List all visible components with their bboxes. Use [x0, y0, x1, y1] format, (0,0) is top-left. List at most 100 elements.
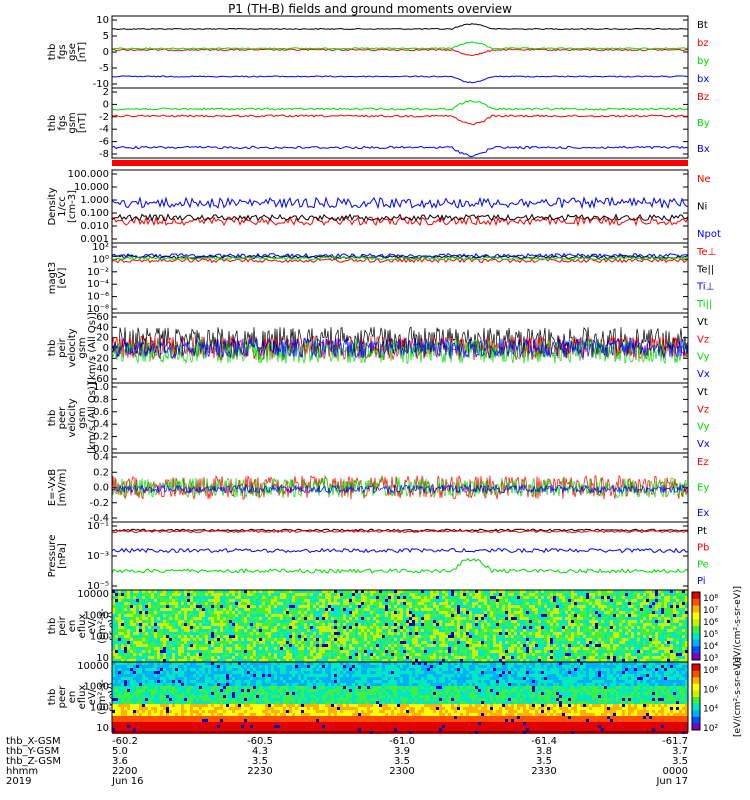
- y-label-line: peer: [57, 406, 68, 430]
- series-line-Ey: [111, 477, 689, 499]
- colorbar-tick-label: 10⁸: [703, 594, 718, 604]
- y-label-line: thb: [47, 410, 58, 427]
- x-axis-value: 3.6: [112, 756, 128, 767]
- y-tick-label: -40: [93, 364, 109, 375]
- x-axis-row-label: hhmm: [6, 766, 38, 777]
- y-label-line: thb: [47, 44, 58, 61]
- series-line-Bz: [111, 114, 689, 126]
- y-tick-label: 10⁻²: [87, 267, 109, 278]
- y-tick-label: 10: [96, 723, 109, 734]
- y-label-line: [km/s (All Qs)]: [87, 382, 98, 454]
- legend-entry: bz: [697, 38, 709, 49]
- colorbar-tick-label: 10⁸: [703, 666, 718, 676]
- series-line-Pe: [111, 557, 689, 574]
- y-tick-label: 0: [103, 47, 109, 58]
- y-tick-label: 0.001: [80, 234, 109, 245]
- x-axis-value: 3.5: [536, 756, 552, 767]
- y-label-line: 1/cc: [57, 196, 68, 217]
- x-axis-row-label: thb_Z-GSM: [6, 756, 61, 767]
- series-line-Ni: [111, 213, 689, 222]
- x-axis-value: 2300: [389, 766, 414, 777]
- legend-entry: By: [697, 118, 710, 129]
- x-axis-value: 3.5: [252, 756, 268, 767]
- y-label-line: eV/: [87, 688, 98, 705]
- y-tick-label: -0.2: [89, 498, 109, 509]
- x-axis-value: -61.4: [531, 736, 557, 747]
- legend-entry: Vt: [697, 387, 708, 398]
- legend-entry: Vx: [697, 369, 710, 380]
- y-label-line: eV/: [87, 617, 98, 634]
- panel-peer-eflux: thbpeerenefluxeV/(cm²-s-sr-eV)1000010001…: [47, 657, 743, 737]
- y-tick-label: -2: [99, 112, 109, 123]
- y-tick-label: -10: [93, 79, 109, 90]
- legend-entry: Npot: [697, 229, 721, 240]
- y-tick-label: 10: [96, 653, 109, 664]
- y-tick-label: 0.2: [93, 432, 109, 443]
- y-tick-label: -0.4: [89, 513, 109, 524]
- y-tick-label: 10²: [92, 242, 109, 253]
- legend-entry: Ey: [697, 483, 709, 494]
- series-line-Vx: [111, 336, 689, 360]
- series-line-Ti||: [111, 256, 689, 261]
- series-line-bz: [111, 48, 689, 57]
- y-label-line: Pressure: [47, 535, 58, 578]
- legend-entry: Vz: [697, 334, 709, 345]
- y-label-line: thb: [47, 115, 58, 132]
- y-tick-label: 10.000: [74, 182, 109, 193]
- y-tick-label: 60: [96, 312, 109, 323]
- colorbar: 10⁸ 10⁷ 10⁶ 10⁵ 10⁴ 10³ [eV/(cm²-s-sr-eV)]: [691, 586, 743, 666]
- y-tick-label: 0.6: [93, 407, 109, 418]
- y-tick-label: -5: [99, 63, 109, 74]
- y-tick-label: 40: [96, 322, 109, 333]
- y-label-line: gsm: [67, 112, 78, 133]
- series-line-by: [111, 41, 689, 50]
- x-axis-row-label: 2019: [6, 776, 31, 787]
- y-label-line: peir: [57, 615, 68, 635]
- legend-entry: Ez: [697, 457, 709, 468]
- x-axis-value: 0000: [663, 766, 688, 777]
- panel-fgs-gsm: thb fgs gsm [nT] 20 -2-4 -6-8 Bz By Bx: [47, 87, 710, 160]
- y-label-line: gse: [67, 43, 78, 61]
- legend-entry: Vy: [697, 422, 710, 433]
- y-label-line: velocity: [67, 328, 78, 367]
- series-line-Pb: [111, 529, 689, 534]
- y-tick-label: -8: [99, 149, 109, 160]
- series-line-Bx: [111, 145, 689, 158]
- y-tick-label: 0.0: [93, 444, 109, 455]
- y-tick-label: 0.4: [93, 452, 109, 463]
- colorbar-tick-label: 10⁷: [703, 606, 718, 616]
- legend-entry: Vt: [697, 317, 708, 328]
- legend-entry: Ti||: [696, 299, 712, 310]
- x-axis-row-label: thb_X-GSM: [6, 736, 61, 747]
- series-line-Ti⊥: [111, 252, 689, 259]
- y-label-line: [nT]: [77, 113, 88, 133]
- y-tick-label: 10000: [77, 661, 109, 672]
- colorbar-label: [eV/(cm²-s-sr-eV)]: [733, 586, 743, 666]
- y-tick-label: 0: [103, 343, 109, 354]
- series-line-Bt: [111, 23, 689, 31]
- y-tick-label: 0.0: [93, 483, 109, 494]
- panel-peer-velocity: thb peer velocity gsm [km/s (All Qs)]1.00.8 0…: [47, 382, 710, 455]
- legend-entry: Ni: [697, 202, 707, 213]
- legend-entry: Ti⊥: [696, 282, 714, 293]
- legend-entry: Ne: [697, 174, 711, 185]
- panel-efield: E=-VxB [mV/m] 0.4 0.2 0.0 -0.2 -0.4 Ez Ey Ex: [47, 452, 709, 524]
- legend-entry: Bx: [697, 144, 710, 155]
- y-label-line: E=-VxB: [47, 469, 58, 506]
- y-label-line: Density: [47, 187, 58, 225]
- y-label-line: fgs: [57, 44, 68, 59]
- y-tick-label: 0.8: [93, 394, 109, 405]
- separator-bar: [112, 160, 688, 166]
- y-label-line: [nT]: [77, 42, 88, 62]
- legend-entry: by: [697, 56, 709, 67]
- y-label-line: thb: [47, 340, 58, 357]
- y-tick-label: 0: [103, 99, 109, 110]
- y-tick-label: -4: [99, 124, 109, 135]
- y-label-line: [eV]: [57, 268, 68, 289]
- y-tick-label: 0.4: [93, 419, 109, 430]
- y-tick-label: 100.000: [68, 169, 109, 180]
- legend-entry: Pb: [697, 543, 709, 554]
- y-tick-label: 100: [90, 632, 109, 643]
